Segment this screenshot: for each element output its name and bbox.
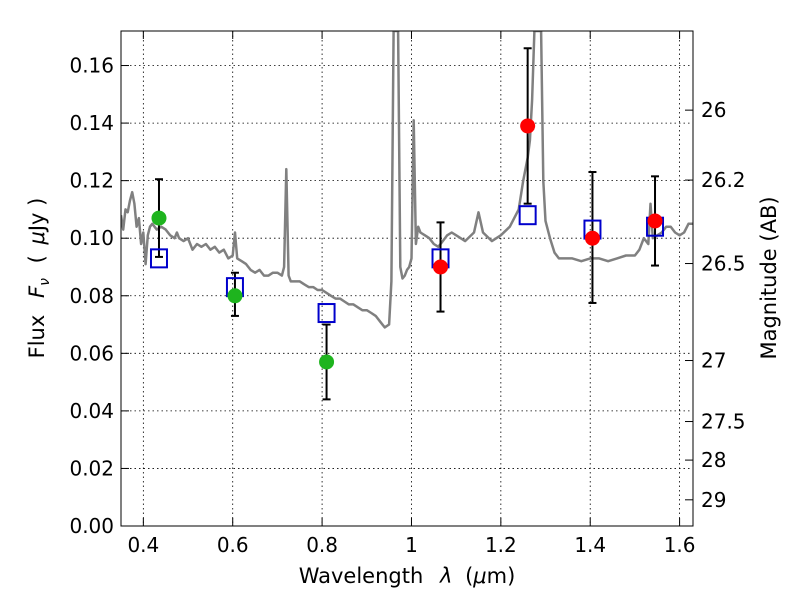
x-tick-label: 0.8 xyxy=(306,533,338,557)
observed-point xyxy=(151,210,167,226)
y2-axis-label: Magnitude (AB) xyxy=(757,196,781,359)
y2-tick-label: 26.2 xyxy=(701,168,746,192)
observed-point xyxy=(584,230,600,246)
y-axis-symbol: F xyxy=(25,285,49,298)
observed-point xyxy=(319,354,335,370)
x-axis-unit-open: ( xyxy=(465,564,473,588)
y-axis-sub: ν xyxy=(37,278,53,286)
x-tick-label: 1.2 xyxy=(485,533,517,557)
x-tick-label: 1 xyxy=(405,533,418,557)
y-tick-label: 0.00 xyxy=(69,514,114,538)
y-axis-unit-rest: Jy ) xyxy=(25,198,49,234)
model-square-marker xyxy=(518,205,537,226)
y-axis-label-text: Flux xyxy=(25,315,49,359)
axis-ticks xyxy=(121,31,693,527)
model-square-marker xyxy=(149,248,168,269)
y-axis-unit-mu: μ xyxy=(25,231,49,245)
y-tick-label: 0.16 xyxy=(69,54,114,78)
y-tick-label: 0.12 xyxy=(69,169,114,193)
x-tick-labels: 0.4 0.6 0.8 1 1.2 1.4 1.6 xyxy=(127,533,695,557)
y2-tick-labels: 26 26.2 26.5 27 27.5 28 29 xyxy=(701,98,746,512)
y-tick-label: 0.08 xyxy=(69,284,114,308)
y-tick-label: 0.02 xyxy=(69,456,114,480)
y2-tick-label: 29 xyxy=(701,488,726,512)
y2-tick-label: 27 xyxy=(701,349,726,373)
y-axis-label: Flux Fν ( μJy ) xyxy=(25,198,54,359)
y-tick-labels: 0.00 0.02 0.04 0.06 0.08 0.10 0.12 0.14 0.16 xyxy=(69,54,114,538)
x-axis-label-text: Wavelength xyxy=(299,564,424,588)
x-axis-symbol: λ xyxy=(439,564,452,588)
model-square-marker xyxy=(317,303,336,324)
y-axis-unit-open: ( xyxy=(25,255,49,263)
x-axis-unit-rest: m) xyxy=(487,564,516,588)
observed-point xyxy=(433,259,449,275)
y-tick-label: 0.06 xyxy=(69,341,114,365)
grid-lines xyxy=(121,31,693,526)
observed-point xyxy=(227,288,243,304)
y2-tick-label: 26.5 xyxy=(701,252,746,276)
y-tick-label: 0.14 xyxy=(69,111,114,135)
x-axis-unit-mu: μ xyxy=(472,564,486,588)
x-tick-label: 1.6 xyxy=(664,533,696,557)
observed-point xyxy=(520,118,536,134)
y-tick-label: 0.10 xyxy=(69,226,114,250)
data-markers xyxy=(149,47,665,401)
plot-area xyxy=(121,31,693,329)
x-tick-label: 0.4 xyxy=(127,533,159,557)
plot-frame xyxy=(120,30,694,527)
y-tick-label: 0.04 xyxy=(69,399,114,423)
x-tick-label: 1.4 xyxy=(574,533,606,557)
y2-tick-label: 26 xyxy=(701,98,726,122)
y2-tick-label: 27.5 xyxy=(701,410,746,434)
observed-point xyxy=(647,213,663,229)
x-tick-label: 0.6 xyxy=(217,533,249,557)
x-axis-label: Wavelength λ (μm) xyxy=(299,564,516,588)
sed-line xyxy=(121,31,693,329)
y2-tick-label: 28 xyxy=(701,448,726,472)
